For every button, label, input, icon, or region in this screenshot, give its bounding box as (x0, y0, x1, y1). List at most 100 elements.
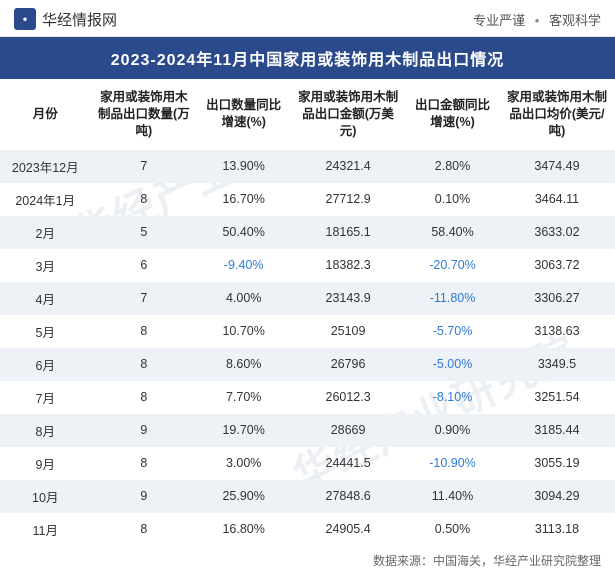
cell-amt-yoy: -5.00% (406, 348, 499, 381)
cell-qty-yoy: -9.40% (197, 249, 290, 282)
cell-month: 6月 (0, 348, 91, 381)
cell-price: 3185.44 (499, 414, 615, 447)
cell-qty-yoy: 8.60% (197, 348, 290, 381)
cell-quantity: 8 (91, 513, 198, 546)
cell-quantity: 8 (91, 381, 198, 414)
cell-amt-yoy: -8.10% (406, 381, 499, 414)
table-row: 6月88.60%26796-5.00%3349.5 (0, 348, 615, 381)
cell-qty-yoy: 16.70% (197, 183, 290, 216)
cell-amount: 18382.3 (290, 249, 406, 282)
table-row: 2月550.40%18165.158.40%3633.02 (0, 216, 615, 249)
cell-amount: 26012.3 (290, 381, 406, 414)
cell-amt-yoy: -20.70% (406, 249, 499, 282)
cell-month: 5月 (0, 315, 91, 348)
cell-price: 3349.5 (499, 348, 615, 381)
cell-quantity: 8 (91, 315, 198, 348)
cell-quantity: 7 (91, 150, 198, 183)
table-row: 2024年1月816.70%27712.90.10%3464.11 (0, 183, 615, 216)
cell-month: 2024年1月 (0, 183, 91, 216)
table-container: 月份 家用或装饰用木制品出口数量(万吨) 出口数量同比增速(%) 家用或装饰用木… (0, 79, 615, 546)
cell-amt-yoy: 0.10% (406, 183, 499, 216)
cell-amt-yoy: -11.80% (406, 282, 499, 315)
table-row: 11月816.80%24905.40.50%3113.18 (0, 513, 615, 546)
cell-amt-yoy: 0.50% (406, 513, 499, 546)
cell-quantity: 9 (91, 414, 198, 447)
cell-price: 3306.27 (499, 282, 615, 315)
cell-amount: 27848.6 (290, 480, 406, 513)
cell-amt-yoy: 2.80% (406, 150, 499, 183)
cell-amount: 24441.5 (290, 447, 406, 480)
cell-price: 3138.63 (499, 315, 615, 348)
cell-qty-yoy: 16.80% (197, 513, 290, 546)
page-header: • 华经情报网 专业严谨 • 客观科学 (0, 0, 615, 37)
cell-qty-yoy: 7.70% (197, 381, 290, 414)
slogan: 专业严谨 • 客观科学 (473, 10, 601, 29)
cell-amount: 27712.9 (290, 183, 406, 216)
cell-amt-yoy: 58.40% (406, 216, 499, 249)
cell-price: 3251.54 (499, 381, 615, 414)
cell-month: 2月 (0, 216, 91, 249)
table-header-row: 月份 家用或装饰用木制品出口数量(万吨) 出口数量同比增速(%) 家用或装饰用木… (0, 79, 615, 150)
cell-qty-yoy: 19.70% (197, 414, 290, 447)
table-body: 2023年12月713.90%24321.42.80%3474.492024年1… (0, 150, 615, 546)
cell-amount: 23143.9 (290, 282, 406, 315)
cell-amt-yoy: -10.90% (406, 447, 499, 480)
cell-quantity: 8 (91, 348, 198, 381)
logo-wrap: • 华经情报网 (14, 8, 117, 30)
cell-amt-yoy: 0.90% (406, 414, 499, 447)
cell-amt-yoy: -5.70% (406, 315, 499, 348)
cell-amount: 28669 (290, 414, 406, 447)
cell-qty-yoy: 3.00% (197, 447, 290, 480)
cell-amount: 24905.4 (290, 513, 406, 546)
col-header-qty-yoy: 出口数量同比增速(%) (197, 79, 290, 150)
table-row: 3月6-9.40%18382.3-20.70%3063.72 (0, 249, 615, 282)
cell-month: 9月 (0, 447, 91, 480)
slogan-left: 专业严谨 (473, 13, 525, 28)
table-title: 2023-2024年11月中国家用或装饰用木制品出口情况 (0, 37, 615, 79)
cell-month: 11月 (0, 513, 91, 546)
cell-price: 3633.02 (499, 216, 615, 249)
table-row: 5月810.70%25109-5.70%3138.63 (0, 315, 615, 348)
cell-quantity: 8 (91, 447, 198, 480)
col-header-price: 家用或装饰用木制品出口均价(美元/吨) (499, 79, 615, 150)
col-header-amount: 家用或装饰用木制品出口金额(万美元) (290, 79, 406, 150)
cell-quantity: 8 (91, 183, 198, 216)
slogan-right: 客观科学 (549, 13, 601, 28)
brand-name: 华经情报网 (42, 9, 117, 30)
cell-qty-yoy: 25.90% (197, 480, 290, 513)
cell-price: 3474.49 (499, 150, 615, 183)
cell-qty-yoy: 4.00% (197, 282, 290, 315)
cell-month: 3月 (0, 249, 91, 282)
cell-qty-yoy: 50.40% (197, 216, 290, 249)
cell-price: 3094.29 (499, 480, 615, 513)
col-header-amt-yoy: 出口金额同比增速(%) (406, 79, 499, 150)
cell-amt-yoy: 11.40% (406, 480, 499, 513)
data-source-footer: 数据来源：中国海关，华经产业研究院整理 (0, 546, 615, 569)
cell-quantity: 7 (91, 282, 198, 315)
cell-amount: 18165.1 (290, 216, 406, 249)
cell-price: 3055.19 (499, 447, 615, 480)
cell-qty-yoy: 10.70% (197, 315, 290, 348)
table-row: 2023年12月713.90%24321.42.80%3474.49 (0, 150, 615, 183)
cell-quantity: 9 (91, 480, 198, 513)
cell-qty-yoy: 13.90% (197, 150, 290, 183)
col-header-month: 月份 (0, 79, 91, 150)
cell-quantity: 5 (91, 216, 198, 249)
cell-month: 10月 (0, 480, 91, 513)
table-row: 10月925.90%27848.611.40%3094.29 (0, 480, 615, 513)
cell-price: 3464.11 (499, 183, 615, 216)
cell-quantity: 6 (91, 249, 198, 282)
cell-month: 4月 (0, 282, 91, 315)
cell-price: 3063.72 (499, 249, 615, 282)
export-data-table: 月份 家用或装饰用木制品出口数量(万吨) 出口数量同比增速(%) 家用或装饰用木… (0, 79, 615, 546)
cell-month: 7月 (0, 381, 91, 414)
table-row: 7月87.70%26012.3-8.10%3251.54 (0, 381, 615, 414)
cell-month: 2023年12月 (0, 150, 91, 183)
table-row: 8月919.70%286690.90%3185.44 (0, 414, 615, 447)
table-row: 9月83.00%24441.5-10.90%3055.19 (0, 447, 615, 480)
logo-icon: • (14, 8, 36, 30)
table-row: 4月74.00%23143.9-11.80%3306.27 (0, 282, 615, 315)
col-header-quantity: 家用或装饰用木制品出口数量(万吨) (91, 79, 198, 150)
cell-amount: 25109 (290, 315, 406, 348)
cell-price: 3113.18 (499, 513, 615, 546)
